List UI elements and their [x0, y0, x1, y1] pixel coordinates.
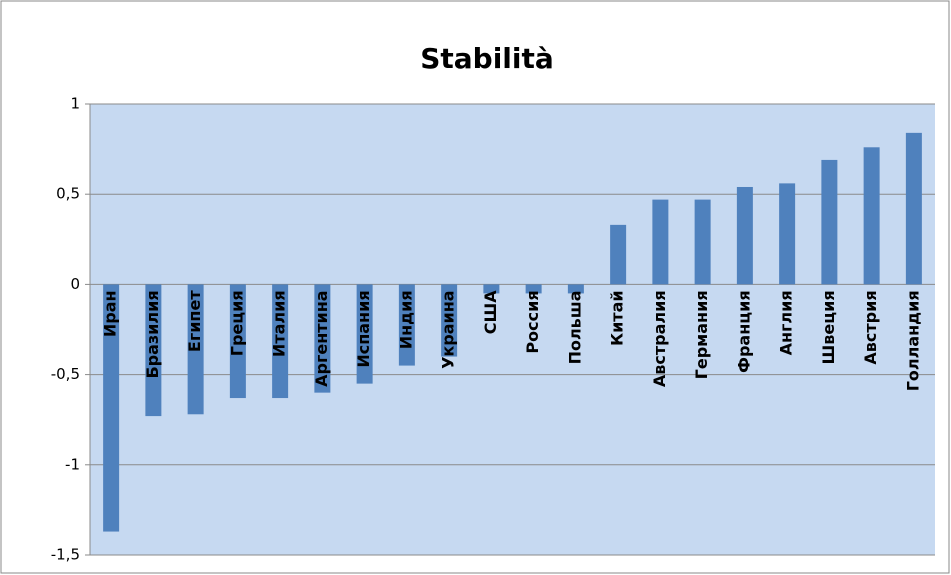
bar	[652, 199, 669, 285]
bar	[398, 284, 415, 366]
x-tick-label: Иран	[101, 290, 120, 337]
x-tick-label: Германия	[692, 290, 711, 379]
x-tick-label: Аргентина	[312, 290, 331, 386]
bar	[821, 159, 838, 285]
bar	[694, 199, 711, 285]
y-tick-label: -1	[65, 455, 80, 473]
x-tick-label: Польша	[565, 290, 584, 364]
x-tick-label: Италия	[270, 290, 289, 357]
x-tick-label: Греция	[227, 290, 246, 356]
x-tick-label: Индия	[396, 290, 415, 349]
bar	[356, 284, 373, 384]
bar	[145, 284, 162, 417]
bar	[272, 284, 289, 399]
y-tick-label: 0,5	[56, 185, 80, 203]
bar	[610, 224, 627, 285]
bar	[905, 132, 922, 285]
plot-area	[90, 104, 935, 555]
bar	[103, 284, 120, 532]
x-tick-label: Китай	[608, 290, 627, 346]
x-tick-label: Украина	[439, 290, 458, 369]
x-tick-label: Швеция	[819, 290, 838, 364]
y-tick-label: 1	[70, 95, 80, 113]
x-tick-label: Россия	[523, 290, 542, 353]
x-tick-label: Испания	[354, 290, 373, 367]
bar	[567, 284, 584, 294]
x-tick-label: Австралия	[650, 290, 669, 387]
y-tick-label: -1,5	[51, 546, 80, 564]
y-tick-label: -0,5	[51, 365, 80, 383]
bar	[314, 284, 331, 393]
x-tick-label: Бразилия	[143, 290, 162, 378]
bar	[483, 284, 500, 294]
chart-title: Stabilità	[420, 42, 554, 75]
y-tick-label: 0	[70, 275, 80, 293]
bar	[736, 186, 753, 285]
x-tick-label: Франция	[734, 290, 753, 373]
bar	[779, 183, 796, 285]
x-tick-label: Египет	[185, 290, 204, 352]
x-tick-label: Голландия	[903, 290, 922, 391]
x-tick-label: Англия	[777, 290, 796, 355]
bar	[229, 284, 246, 399]
bar	[863, 147, 880, 285]
x-tick-label: Австрия	[861, 290, 880, 364]
bar	[187, 284, 204, 415]
bar	[525, 284, 542, 294]
x-tick-label: США	[481, 290, 500, 335]
bar	[441, 284, 458, 357]
